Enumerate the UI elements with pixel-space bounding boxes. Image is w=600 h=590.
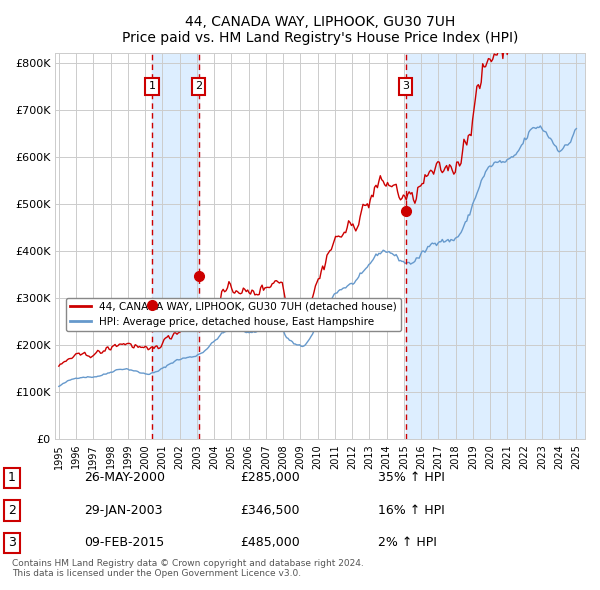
- Title: 44, CANADA WAY, LIPHOOK, GU30 7UH
Price paid vs. HM Land Registry's House Price : 44, CANADA WAY, LIPHOOK, GU30 7UH Price …: [122, 15, 518, 45]
- Text: 29-JAN-2003: 29-JAN-2003: [84, 504, 163, 517]
- Text: £485,000: £485,000: [240, 536, 300, 549]
- Bar: [406, 53, 585, 439]
- Text: £346,500: £346,500: [240, 504, 299, 517]
- Text: 3: 3: [402, 81, 409, 91]
- Text: 35% ↑ HPI: 35% ↑ HPI: [378, 471, 445, 484]
- Legend: 44, CANADA WAY, LIPHOOK, GU30 7UH (detached house), HPI: Average price, detached: 44, CANADA WAY, LIPHOOK, GU30 7UH (detac…: [66, 298, 401, 331]
- Text: £285,000: £285,000: [240, 471, 300, 484]
- Text: 16% ↑ HPI: 16% ↑ HPI: [378, 504, 445, 517]
- Text: 2% ↑ HPI: 2% ↑ HPI: [378, 536, 437, 549]
- Text: 09-FEB-2015: 09-FEB-2015: [84, 536, 164, 549]
- Text: Contains HM Land Registry data © Crown copyright and database right 2024.
This d: Contains HM Land Registry data © Crown c…: [12, 559, 364, 578]
- Text: 1: 1: [8, 471, 16, 484]
- Text: 3: 3: [8, 536, 16, 549]
- Text: 2: 2: [195, 81, 202, 91]
- Bar: [152, 53, 199, 439]
- Text: 26-MAY-2000: 26-MAY-2000: [84, 471, 165, 484]
- Text: 2: 2: [8, 504, 16, 517]
- Text: 1: 1: [148, 81, 155, 91]
